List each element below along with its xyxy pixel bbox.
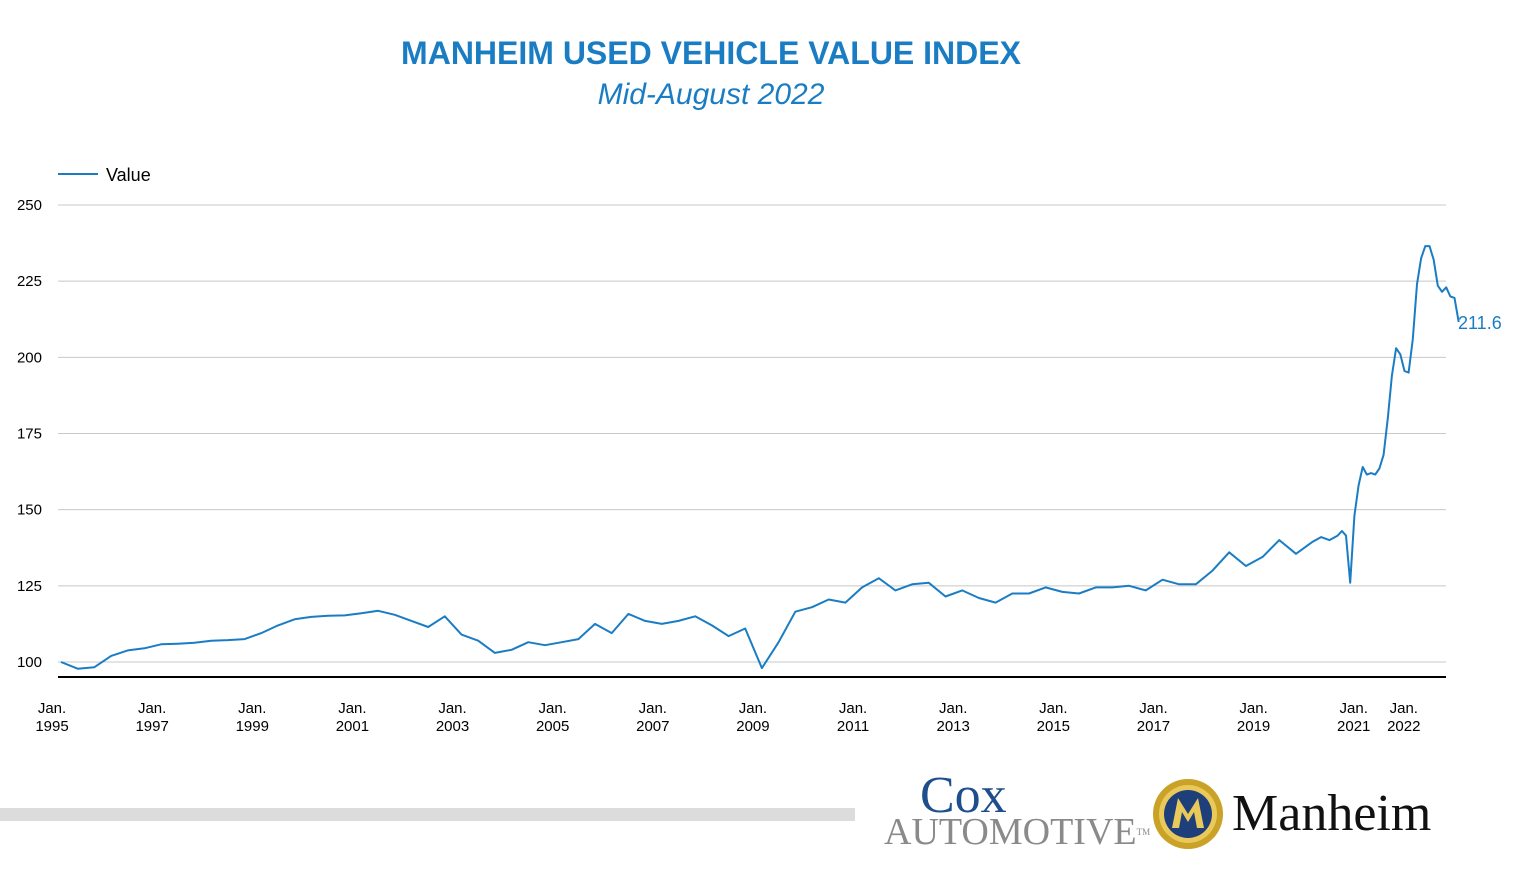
chart-subtitle: Mid-August 2022 [598,78,825,111]
x-tick-label: Jan. 2009 [736,700,769,735]
y-axis: 100 125 150 175 200 225 250 [17,197,42,671]
x-tick-label: Jan. 2022 [1387,700,1420,735]
x-tick-label: Jan. 2007 [636,700,669,735]
end-value-label: 211.6 [1458,313,1502,333]
x-tick-label: Jan. 2015 [1037,700,1070,735]
legend-label: Value [106,165,151,185]
manheim-badge-icon [1153,779,1223,849]
manheim-logo: Manheim [1150,776,1450,858]
y-tick-label: 125 [17,578,42,595]
series-line-value [60,245,1460,670]
x-axis: Jan. 1995 Jan. 1997 Jan. 1999 Jan. 2001 Jan. 2003… [35,700,1420,735]
x-tick-label: Jan. 2005 [536,700,569,735]
chart-title: MANHEIM USED VEHICLE VALUE INDEX [401,35,1022,71]
x-tick-label: Jan. 2019 [1237,700,1270,735]
automotive-text: AUTOMOTIVE [884,811,1137,853]
x-tick-label: Jan. 2001 [336,700,369,735]
x-tick-label: Jan. 1997 [135,700,168,735]
x-tick-label: Jan. 2013 [937,700,970,735]
legend: Value [58,165,151,185]
manheim-logo-word: Manheim [1232,785,1432,842]
y-tick-label: 150 [17,502,42,519]
trademark-mark: TM [1136,827,1151,837]
x-tick-label: Jan. 2011 [837,700,869,735]
x-tick-label: Jan. 1999 [236,700,269,735]
x-tick-label: Jan. 1995 [35,700,68,735]
footer-bar [0,808,855,821]
y-tick-label: 200 [17,349,42,366]
grid [58,204,1446,663]
y-tick-label: 100 [17,654,42,671]
x-tick-label: Jan. 2017 [1137,700,1170,735]
cox-automotive-logo: Cox AUTOMOTIVETM [884,767,1150,858]
cox-logo-word: Cox [920,767,1007,824]
chart: MANHEIM USED VEHICLE VALUE INDEX Mid-Aug… [17,35,1502,735]
automotive-logo-word: AUTOMOTIVETM [884,812,1150,852]
x-tick-label: Jan. 2003 [436,700,469,735]
y-tick-label: 225 [17,273,42,290]
y-tick-label: 250 [17,197,42,214]
x-tick-label: Jan. 2021 [1337,700,1370,735]
y-tick-label: 175 [17,426,42,443]
